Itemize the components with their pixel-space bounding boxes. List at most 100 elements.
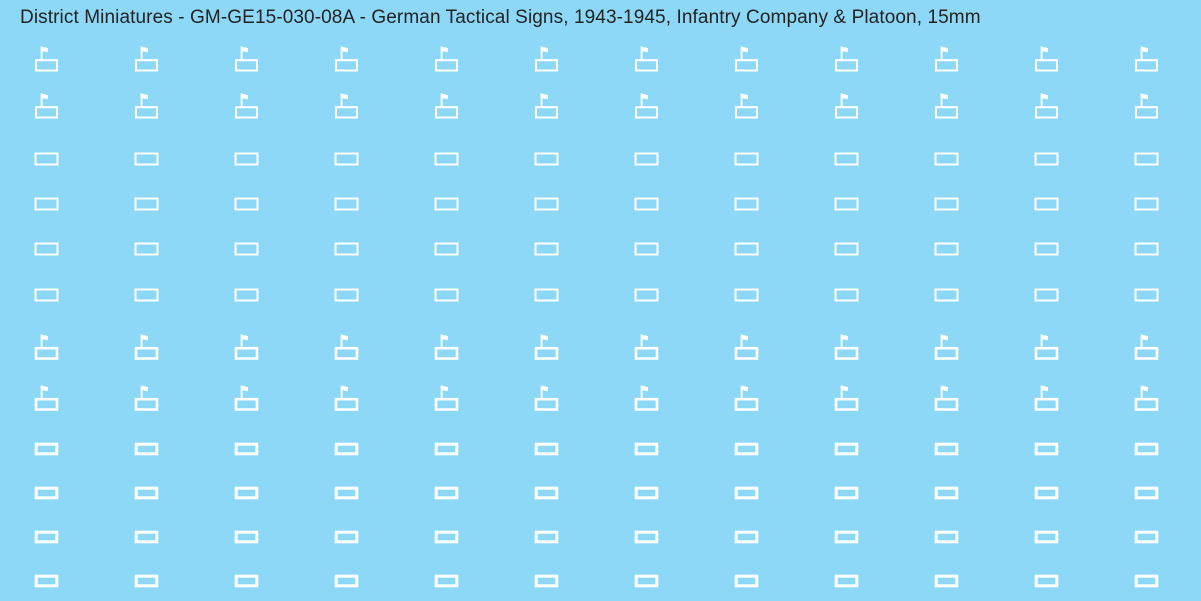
company-flag-icon — [134, 46, 158, 72]
company-flag-icon — [734, 93, 758, 119]
platoon-rectangle-sign — [634, 152, 659, 166]
platoon-rectangle-sign — [34, 197, 59, 211]
company-flag-sign — [34, 384, 59, 411]
platoon-rectangle-sign — [734, 486, 759, 500]
company-flag-sign — [334, 333, 359, 360]
platoon-rectangle-sign — [134, 242, 159, 256]
platoon-rectangle-sign — [1134, 442, 1159, 456]
company-flag-sign — [134, 333, 159, 360]
company-flag-sign — [234, 384, 259, 411]
platoon-rectangle-icon — [134, 486, 158, 500]
platoon-rectangle-sign — [434, 242, 459, 256]
platoon-rectangle-icon — [834, 197, 858, 211]
platoon-rectangle-sign — [234, 242, 259, 256]
company-flag-icon — [634, 334, 658, 360]
company-flag-sign — [734, 92, 759, 119]
company-flag-icon — [534, 385, 558, 411]
platoon-rectangle-icon — [934, 152, 958, 166]
platoon-rectangle-icon — [434, 530, 458, 544]
platoon-rectangle-icon — [534, 197, 558, 211]
platoon-rectangle-icon — [634, 486, 658, 500]
platoon-rectangle-icon — [234, 152, 258, 166]
company-flag-icon — [34, 385, 58, 411]
platoon-rectangle-sign — [934, 152, 959, 166]
platoon-rectangle-icon — [134, 288, 158, 302]
platoon-rectangle-icon — [334, 574, 358, 588]
platoon-rectangle-sign — [634, 288, 659, 302]
company-flag-sign — [834, 45, 859, 72]
platoon-rectangle-sign — [234, 574, 259, 588]
company-flag-icon — [334, 93, 358, 119]
company-flag-sign — [234, 92, 259, 119]
company-flag-sign — [434, 45, 459, 72]
company-flag-sign — [734, 384, 759, 411]
platoon-rectangle-icon — [434, 574, 458, 588]
platoon-rectangle-icon — [534, 242, 558, 256]
company-flag-sign — [1134, 384, 1159, 411]
platoon-rectangle-icon — [734, 288, 758, 302]
company-flag-sign — [634, 384, 659, 411]
platoon-rectangle-sign — [334, 152, 359, 166]
platoon-rectangle-sign — [134, 442, 159, 456]
platoon-rectangle-icon — [1134, 530, 1158, 544]
platoon-rectangle-sign — [534, 197, 559, 211]
platoon-rectangle-sign — [734, 152, 759, 166]
company-flag-sign — [834, 384, 859, 411]
company-flag-icon — [1134, 46, 1158, 72]
platoon-rectangle-icon — [134, 530, 158, 544]
platoon-rectangle-icon — [134, 574, 158, 588]
platoon-rectangle-icon — [1134, 152, 1158, 166]
company-flag-sign — [234, 333, 259, 360]
platoon-rectangle-sign — [334, 442, 359, 456]
platoon-rectangle-icon — [1034, 152, 1058, 166]
platoon-rectangle-icon — [834, 486, 858, 500]
platoon-rectangle-sign — [634, 486, 659, 500]
platoon-rectangle-sign — [734, 574, 759, 588]
platoon-rectangle-icon — [834, 288, 858, 302]
company-flag-sign — [1134, 45, 1159, 72]
platoon-rectangle-icon — [1034, 288, 1058, 302]
company-flag-icon — [734, 385, 758, 411]
company-flag-icon — [334, 46, 358, 72]
platoon-rectangle-sign — [534, 442, 559, 456]
platoon-rectangle-sign — [134, 197, 159, 211]
company-flag-sign — [34, 333, 59, 360]
platoon-rectangle-sign — [234, 530, 259, 544]
platoon-rectangle-icon — [1134, 197, 1158, 211]
platoon-rectangle-sign — [134, 288, 159, 302]
platoon-rectangle-sign — [834, 152, 859, 166]
platoon-rectangle-icon — [34, 486, 58, 500]
platoon-rectangle-icon — [834, 242, 858, 256]
platoon-rectangle-icon — [934, 288, 958, 302]
platoon-rectangle-icon — [1134, 486, 1158, 500]
platoon-rectangle-sign — [334, 197, 359, 211]
company-flag-sign — [934, 333, 959, 360]
company-flag-sign — [634, 92, 659, 119]
company-flag-sign — [434, 384, 459, 411]
company-flag-icon — [234, 46, 258, 72]
platoon-rectangle-sign — [334, 288, 359, 302]
company-flag-sign — [1034, 384, 1059, 411]
company-flag-icon — [1134, 385, 1158, 411]
platoon-rectangle-icon — [334, 197, 358, 211]
company-flag-icon — [434, 385, 458, 411]
platoon-rectangle-sign — [1134, 288, 1159, 302]
platoon-rectangle-icon — [1034, 442, 1058, 456]
company-flag-icon — [134, 385, 158, 411]
platoon-rectangle-icon — [134, 442, 158, 456]
company-flag-icon — [934, 385, 958, 411]
platoon-rectangle-sign — [534, 242, 559, 256]
platoon-rectangle-icon — [234, 288, 258, 302]
platoon-rectangle-icon — [34, 442, 58, 456]
platoon-rectangle-sign — [1034, 442, 1059, 456]
platoon-rectangle-sign — [734, 197, 759, 211]
company-flag-icon — [234, 385, 258, 411]
company-flag-icon — [634, 385, 658, 411]
company-flag-icon — [934, 46, 958, 72]
company-flag-icon — [234, 93, 258, 119]
company-flag-sign — [534, 384, 559, 411]
platoon-rectangle-sign — [234, 152, 259, 166]
platoon-rectangle-icon — [34, 530, 58, 544]
platoon-rectangle-icon — [134, 242, 158, 256]
platoon-rectangle-sign — [834, 486, 859, 500]
